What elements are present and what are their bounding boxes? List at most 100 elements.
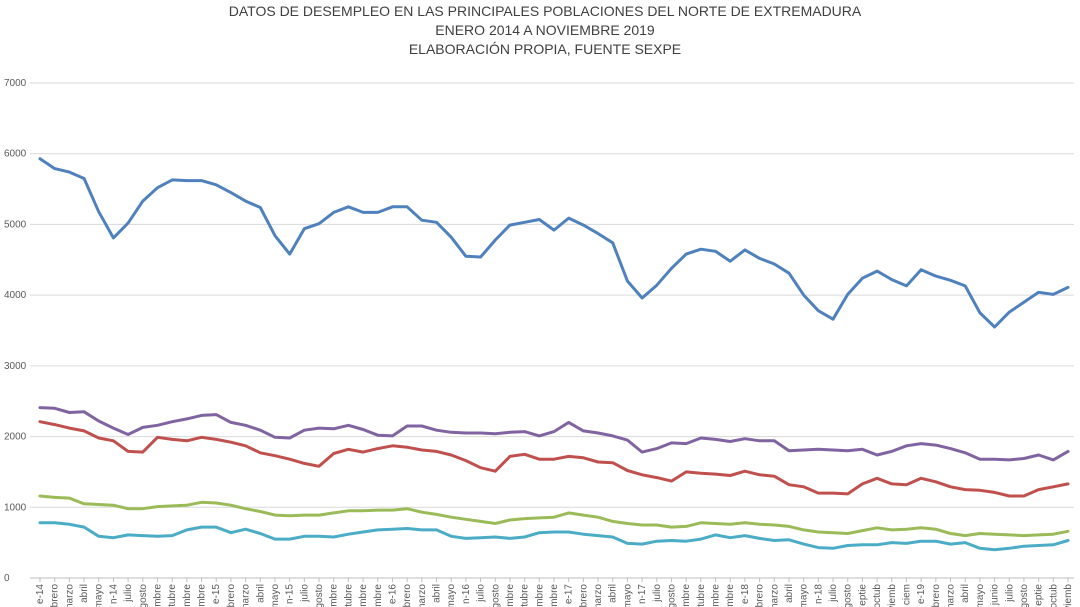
data-point — [83, 526, 85, 528]
data-point — [553, 458, 555, 461]
data-point — [641, 543, 643, 545]
data-point — [861, 277, 864, 280]
data-point — [744, 470, 746, 473]
data-point — [274, 514, 276, 516]
x-tick-label: ptiembre — [681, 584, 692, 607]
data-point — [362, 211, 364, 214]
data-point — [567, 217, 570, 219]
data-point — [288, 437, 291, 439]
data-point — [964, 488, 966, 491]
data-point — [288, 253, 291, 255]
data-point — [876, 454, 878, 456]
data-point — [538, 435, 541, 437]
x-tick-label: octubre — [167, 584, 178, 607]
data-point — [582, 430, 585, 432]
data-point — [861, 448, 864, 451]
data-point — [68, 427, 71, 429]
data-point — [112, 237, 115, 239]
data-point — [494, 522, 497, 525]
data-point — [670, 539, 673, 542]
x-tick-label: ptiembre — [153, 584, 164, 607]
data-point — [244, 424, 247, 427]
data-point — [993, 458, 996, 461]
data-point — [1052, 533, 1055, 535]
data-point — [53, 407, 56, 410]
data-point — [729, 260, 731, 263]
data-point — [450, 236, 453, 238]
data-point — [817, 531, 820, 533]
y-tick-label: 2000 — [4, 432, 27, 443]
x-tick-label: julio — [123, 584, 134, 603]
data-point — [68, 411, 71, 414]
data-point — [347, 533, 350, 535]
data-point — [421, 511, 423, 513]
data-point — [332, 512, 335, 514]
data-point — [641, 524, 643, 526]
data-point — [509, 537, 511, 540]
data-point — [479, 520, 482, 523]
data-point — [274, 454, 276, 457]
data-point — [949, 543, 952, 545]
chart-title-line-3: ELABORACIÓN PROPIA, FUENTE SEXPE — [408, 41, 682, 57]
data-point — [714, 250, 717, 253]
data-point — [523, 453, 526, 456]
x-tick-label: agosto — [1019, 584, 1030, 607]
x-tick-label: e-14 — [35, 584, 46, 604]
data-point — [685, 525, 687, 528]
x-tick-label: e-19 — [916, 584, 927, 604]
data-point — [729, 536, 731, 539]
data-point — [83, 177, 85, 180]
data-point — [391, 435, 394, 437]
data-point — [244, 445, 247, 447]
x-tick-label: julio — [1004, 584, 1015, 603]
data-point — [318, 465, 320, 468]
x-tick-label: eptie — [857, 584, 868, 606]
data-point — [802, 294, 805, 296]
data-point — [538, 531, 541, 534]
data-point — [611, 242, 614, 244]
data-point — [964, 534, 966, 537]
data-point — [259, 532, 262, 535]
data-point — [1067, 539, 1069, 542]
data-point — [656, 540, 658, 542]
x-tick-label: febrero — [578, 584, 589, 607]
data-point — [200, 436, 203, 439]
x-tick-label: marzo — [417, 584, 428, 607]
y-tick-label: 1000 — [4, 502, 27, 513]
data-point — [935, 275, 937, 277]
data-point — [156, 535, 159, 538]
x-tick-label: febrero — [931, 584, 942, 607]
data-point — [891, 278, 893, 281]
data-point — [920, 268, 922, 271]
data-point — [186, 440, 188, 442]
data-point — [758, 440, 761, 442]
data-point — [200, 501, 203, 504]
data-point — [171, 505, 173, 507]
data-point — [964, 285, 966, 287]
x-tick-label: e-17 — [564, 584, 575, 604]
data-point — [450, 454, 453, 456]
data-point — [1052, 486, 1055, 488]
data-point — [186, 418, 188, 420]
data-point — [68, 171, 71, 173]
data-point — [318, 514, 320, 516]
data-point — [611, 435, 614, 437]
y-tick-label: 3000 — [4, 361, 27, 372]
data-point — [494, 432, 497, 435]
chart-title-line-2: ENERO 2014 A NOVIEMBRE 2019 — [435, 22, 655, 38]
data-point — [876, 477, 878, 480]
data-point — [846, 293, 849, 296]
y-tick-label: 0 — [4, 573, 10, 584]
series-5-line — [38, 521, 1070, 552]
data-point — [582, 514, 585, 516]
data-point — [1023, 534, 1025, 537]
data-point — [303, 514, 306, 516]
data-point — [318, 535, 320, 538]
data-point — [964, 452, 966, 454]
x-tick-label: agosto — [314, 584, 325, 607]
series-4 — [38, 494, 1070, 538]
data-point — [993, 491, 996, 494]
x-tick-label: e-18 — [740, 584, 751, 604]
data-point — [553, 531, 555, 533]
x-tick-label: abril — [784, 584, 795, 603]
